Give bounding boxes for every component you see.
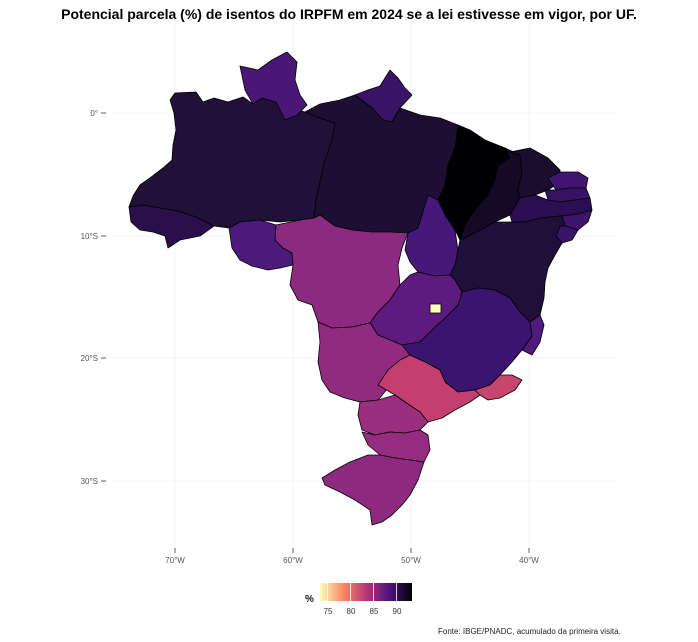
x-tick-label-1: 60°W xyxy=(283,556,303,565)
chart-title: Potencial parcela (%) de isentos do IRPF… xyxy=(61,6,637,22)
x-tick-label-3: 40°W xyxy=(519,556,539,565)
legend-tick-label-80: 80 xyxy=(346,607,356,616)
state-rr xyxy=(239,51,308,121)
y-tick-label-0: 0° xyxy=(90,109,98,118)
x-tick-label-0: 70°W xyxy=(165,556,185,565)
state-rj xyxy=(474,374,523,401)
state-ce xyxy=(509,147,561,199)
states-layer xyxy=(128,51,593,526)
y-tick-label-2: 20°S xyxy=(81,354,98,363)
x-tick-label-2: 50°W xyxy=(401,556,421,565)
legend-colorbar xyxy=(320,583,412,601)
legend-tick-label-90: 90 xyxy=(392,607,402,616)
legend-tick-mark-90 xyxy=(396,583,397,601)
legend-tick-label-75: 75 xyxy=(323,607,333,616)
legend-tick-mark-80 xyxy=(350,583,351,601)
y-tick-label-1: 10°S xyxy=(81,232,98,241)
state-rs xyxy=(321,454,425,526)
legend-tick-mark-85 xyxy=(373,583,374,601)
legend-title: % xyxy=(305,594,314,605)
legend-tick-mark-75 xyxy=(327,583,328,601)
state-es xyxy=(521,314,545,356)
y-tick-label-3: 30°S xyxy=(81,477,98,486)
state-am xyxy=(128,91,336,229)
source-note: Fonte: IBGE/PNADC, acumulado da primeira… xyxy=(438,627,621,636)
state-df xyxy=(429,303,442,314)
legend-tick-label-85: 85 xyxy=(369,607,379,616)
state-rn xyxy=(547,171,589,191)
